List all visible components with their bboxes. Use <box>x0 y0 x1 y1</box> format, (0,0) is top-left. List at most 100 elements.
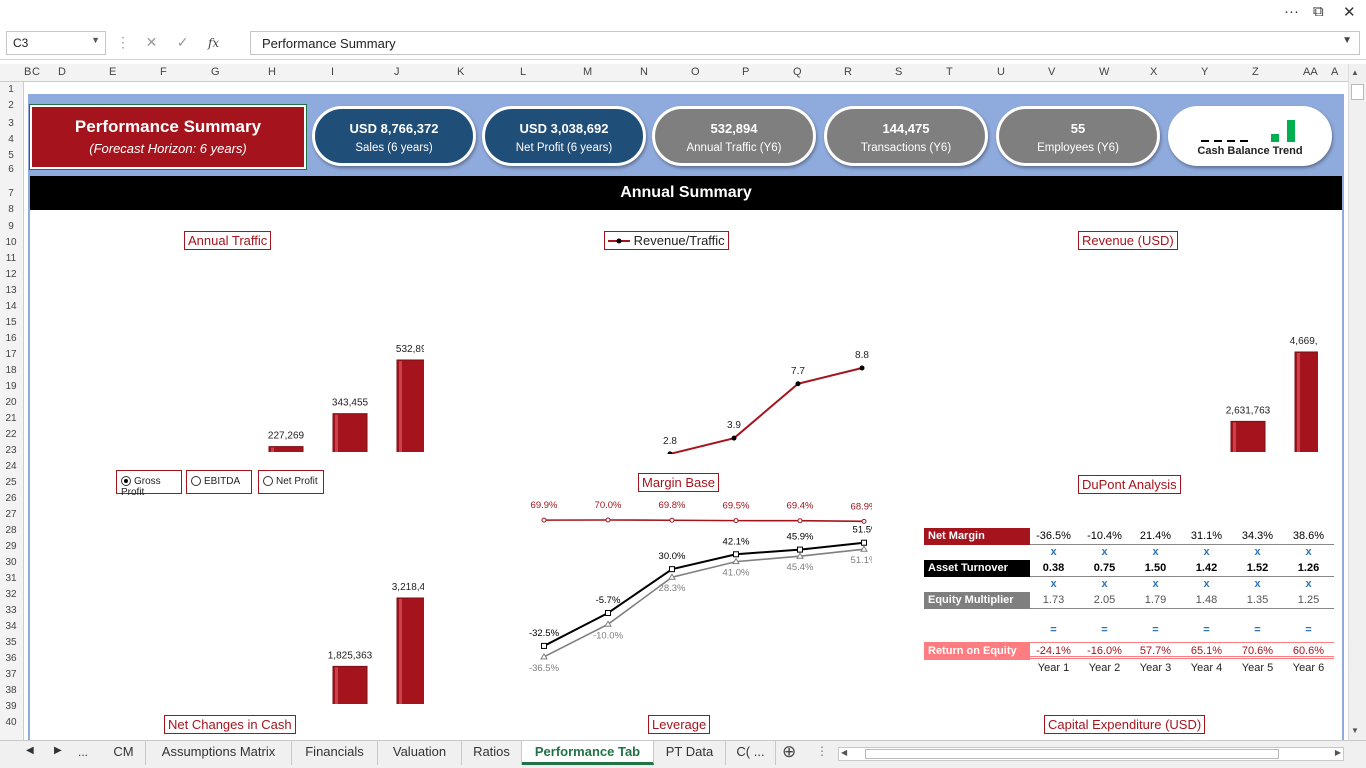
column-header[interactable]: B <box>24 66 32 78</box>
scroll-right-icon[interactable]: ▶ <box>1334 748 1341 757</box>
row-header[interactable]: 18 <box>5 365 17 376</box>
row-header[interactable]: 11 <box>5 253 17 264</box>
chart-title-net-cash[interactable]: Net Changes in Cash <box>164 715 296 734</box>
column-header[interactable]: G <box>211 66 220 78</box>
chart-legend-revenue-traffic[interactable]: Revenue/Traffic <box>604 231 729 250</box>
scroll-left-icon[interactable]: ◀ <box>841 748 848 757</box>
row-header[interactable]: 34 <box>5 621 17 632</box>
restore-icon[interactable]: ⧉ <box>1313 3 1324 20</box>
row-header[interactable]: 30 <box>5 557 17 568</box>
sheet-tab[interactable]: Valuation <box>378 741 462 765</box>
column-header[interactable]: X <box>1150 66 1158 78</box>
column-header[interactable]: W <box>1099 66 1110 78</box>
column-header[interactable]: C <box>32 66 40 78</box>
row-header[interactable]: 29 <box>5 541 17 552</box>
row-header[interactable]: 26 <box>5 493 17 504</box>
row-header[interactable]: 5 <box>8 150 14 161</box>
chart-title-leverage[interactable]: Leverage <box>648 715 711 734</box>
row-header[interactable]: 7 <box>8 188 14 199</box>
column-header[interactable]: K <box>457 66 465 78</box>
column-header[interactable]: A <box>1331 66 1339 78</box>
column-header[interactable]: I <box>331 66 335 78</box>
row-header[interactable]: 27 <box>5 509 17 520</box>
radio-net-profit[interactable]: Net Profit <box>258 470 324 494</box>
column-header[interactable]: E <box>109 66 117 78</box>
vertical-scrollbar[interactable]: ▲ ▼ <box>1348 64 1366 740</box>
column-header[interactable]: AA <box>1303 66 1318 78</box>
column-header[interactable]: Q <box>793 66 802 78</box>
scroll-down-icon[interactable]: ▼ <box>1351 726 1359 735</box>
chart-title-annual-traffic[interactable]: Annual Traffic <box>184 231 272 250</box>
column-header[interactable]: V <box>1048 66 1056 78</box>
add-sheet-icon[interactable]: ⊕ <box>782 742 797 761</box>
row-header[interactable]: 10 <box>5 237 17 248</box>
column-header[interactable]: J <box>394 66 400 78</box>
sheet-tab[interactable]: C( ... <box>726 741 776 765</box>
scroll-up-icon[interactable]: ▲ <box>1351 68 1359 77</box>
confirm-icon[interactable]: ✓ <box>176 34 189 50</box>
row-header[interactable]: 39 <box>5 701 17 712</box>
sheet-tab[interactable]: Financials <box>292 741 378 765</box>
row-header[interactable]: 9 <box>8 221 14 232</box>
row-header[interactable]: 2 <box>8 100 14 111</box>
hscroll-thumb[interactable] <box>865 749 1279 759</box>
row-header[interactable]: 14 <box>5 301 17 312</box>
insert-function-icon[interactable]: fx <box>207 36 220 50</box>
row-header[interactable]: 1 <box>8 84 14 95</box>
row-header[interactable]: 3 <box>8 118 14 129</box>
column-header[interactable]: H <box>268 66 276 78</box>
cancel-icon[interactable]: ✕ <box>145 34 158 50</box>
sheet-tab[interactable]: Assumptions Matrix <box>146 741 292 765</box>
column-header[interactable]: R <box>844 66 852 78</box>
more-icon[interactable]: ⋮ <box>116 34 130 50</box>
tab-overflow[interactable]: ... <box>78 745 89 759</box>
row-header[interactable]: 24 <box>5 461 17 472</box>
column-header[interactable]: Y <box>1201 66 1209 78</box>
formula-input[interactable]: Performance Summary ▼ <box>250 31 1360 55</box>
horizontal-scrollbar[interactable]: ◀ ▶ <box>838 747 1344 761</box>
row-header[interactable]: 40 <box>5 717 17 728</box>
tab-scroll-right-icon[interactable]: ▶ <box>54 745 62 756</box>
row-header[interactable]: 31 <box>5 573 17 584</box>
column-header[interactable]: U <box>997 66 1005 78</box>
row-header[interactable]: 32 <box>5 589 17 600</box>
expand-formula-icon[interactable]: ▼ <box>1342 35 1352 46</box>
sheet-tab[interactable]: Performance Tab <box>522 741 654 765</box>
row-header[interactable]: 38 <box>5 685 17 696</box>
chart-title-dupont[interactable]: DuPont Analysis <box>1078 475 1181 494</box>
chevron-down-icon[interactable]: ▼ <box>91 35 100 45</box>
row-header[interactable]: 17 <box>5 349 17 360</box>
close-icon[interactable]: ✕ <box>1343 4 1356 21</box>
column-header[interactable]: M <box>583 66 593 78</box>
row-header[interactable]: 22 <box>5 429 17 440</box>
chart-title-capex[interactable]: Capital Expenditure (USD) <box>1044 715 1206 734</box>
chart-title-margin-base[interactable]: Margin Base <box>638 473 719 492</box>
row-header[interactable]: 16 <box>5 333 17 344</box>
row-header[interactable]: 4 <box>8 134 14 145</box>
tab-scroll-left-icon[interactable]: ◀ <box>26 745 34 756</box>
sheet-tab[interactable]: PT Data <box>654 741 726 765</box>
row-header[interactable]: 15 <box>5 317 17 328</box>
row-header[interactable]: 12 <box>5 269 17 280</box>
worksheet[interactable]: Performance Summary (Forecast Horizon: 6… <box>24 82 1348 740</box>
row-header[interactable]: 19 <box>5 381 17 392</box>
column-header[interactable]: Z <box>1252 66 1259 78</box>
row-header[interactable]: 25 <box>5 477 17 488</box>
row-header[interactable]: 36 <box>5 653 17 664</box>
row-header[interactable]: 21 <box>5 413 17 424</box>
scroll-thumb[interactable] <box>1351 84 1364 100</box>
row-header[interactable]: 33 <box>5 605 17 616</box>
sheet-tab[interactable]: Ratios <box>462 741 522 765</box>
column-header[interactable]: O <box>691 66 700 78</box>
row-header[interactable]: 35 <box>5 637 17 648</box>
row-header[interactable]: 8 <box>8 204 14 215</box>
row-header[interactable]: 20 <box>5 397 17 408</box>
column-header[interactable]: T <box>946 66 953 78</box>
column-header[interactable]: L <box>520 66 527 78</box>
radio-gross-profit[interactable]: Gross Profit <box>116 470 182 498</box>
row-header[interactable]: 28 <box>5 525 17 536</box>
row-header[interactable]: 13 <box>5 285 17 296</box>
row-header[interactable]: 6 <box>8 164 14 175</box>
row-header[interactable]: 37 <box>5 669 17 680</box>
radio-ebitda[interactable]: EBITDA <box>186 470 252 494</box>
